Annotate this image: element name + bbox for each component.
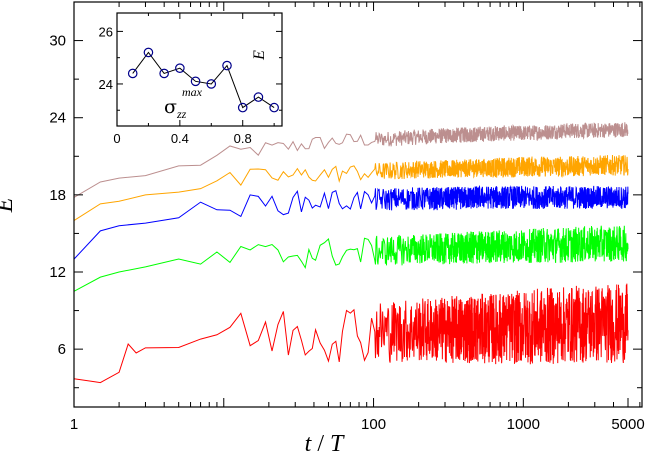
inset-x-axis-superscript: max — [182, 85, 203, 99]
main-series-layer — [73, 122, 629, 384]
inset-data-point — [159, 68, 169, 79]
x-axis-title-separator: / — [311, 431, 330, 457]
inset-data-point — [175, 63, 185, 73]
y-tick-label: 24 — [49, 110, 66, 127]
series-red — [73, 283, 629, 384]
inset-background — [117, 13, 282, 140]
series-brown — [73, 122, 629, 198]
plot-frame — [73, 1, 643, 408]
inset-series-line — [132, 51, 275, 109]
inset-x-axis-subscript: zz — [176, 107, 187, 121]
inset-data-point — [253, 92, 264, 102]
series-green — [73, 225, 629, 292]
inset-y-tick-label: 24 — [99, 77, 113, 92]
x-tick-label: 1000 — [507, 416, 540, 433]
y-tick-label: 12 — [49, 264, 66, 281]
series-blue — [73, 184, 629, 260]
inset-x-tick-label: 0.8 — [234, 131, 252, 146]
inset-data-point — [143, 47, 154, 58]
x-axis-title-variable: t — [305, 431, 313, 457]
inset-x-axis-symbol: σ — [164, 96, 177, 118]
inset-y-tick-label: 26 — [99, 24, 113, 39]
x-tick-label: 100 — [361, 416, 386, 433]
inset-data-point — [237, 102, 248, 113]
x-tick-label: 1 — [70, 416, 78, 433]
y-axis-title: E — [0, 197, 18, 213]
inset-data-point — [269, 102, 279, 113]
x-tick-label: 5000 — [611, 416, 644, 433]
inset-layer: 0 0.4 0.8 24 26 — [99, 12, 283, 146]
inset-y-axis-title: E — [251, 50, 268, 61]
inset-data-point — [206, 79, 217, 89]
series-orange — [73, 155, 629, 221]
x-axis-title: t / T — [305, 431, 345, 457]
inset-x-tick-label: 0.4 — [171, 131, 189, 146]
y-tick-label: 18 — [49, 187, 66, 204]
inset-frame — [116, 12, 283, 127]
y-tick-label: 6 — [58, 341, 66, 358]
main-axes-layer: 6 12 18 24 30 1 100 1000 5000 — [49, 1, 645, 433]
inset-data-point — [222, 60, 232, 71]
y-tick-label: 30 — [49, 33, 66, 50]
x-axis-title-unit: T — [330, 431, 345, 457]
inset-x-tick-label: 0 — [113, 131, 120, 146]
inset-data-point — [127, 68, 138, 79]
inset-data-point — [190, 76, 201, 87]
